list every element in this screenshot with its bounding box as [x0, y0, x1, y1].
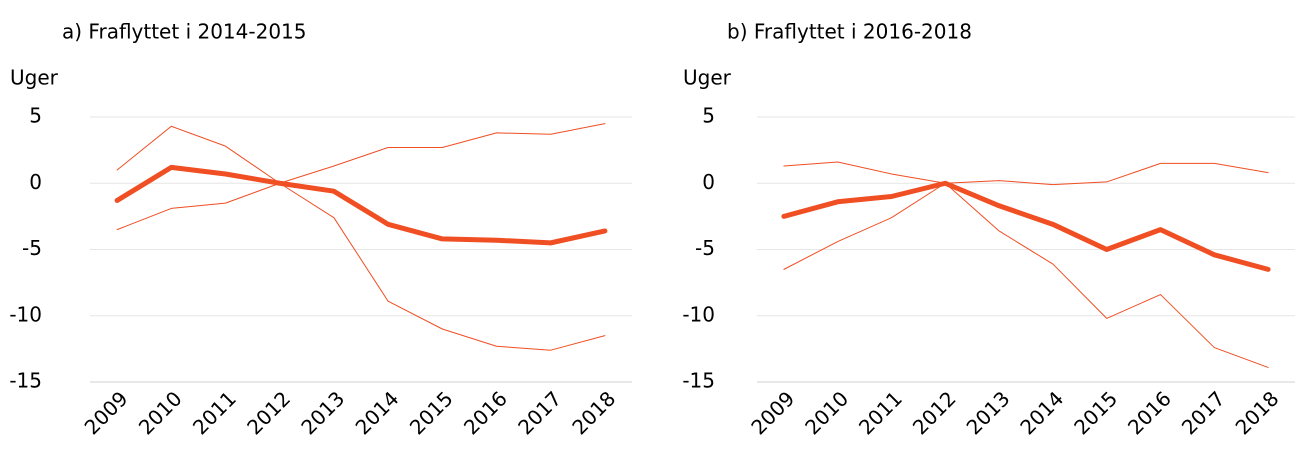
interval-line — [116, 182, 606, 351]
x-tick-label: 2017 — [1177, 386, 1230, 439]
x-tick-label: 2012 — [242, 386, 295, 439]
x-tick-label: 2018 — [567, 386, 620, 439]
x-tick-label: 2010 — [134, 386, 187, 439]
x-tick-label: 2015 — [405, 386, 458, 439]
y-tick-label: -5 — [695, 236, 715, 260]
y-tick-label: 5 — [29, 104, 42, 128]
y-tick-label: -10 — [682, 302, 715, 326]
y-axis-label: Uger — [683, 66, 732, 90]
x-tick-label: 2009 — [80, 386, 133, 439]
y-tick-label: 0 — [29, 170, 42, 194]
interval-line — [116, 123, 606, 184]
x-tick-label: 2014 — [351, 386, 404, 439]
y-tick-label: -10 — [9, 302, 42, 326]
y-tick-label: -15 — [682, 369, 715, 393]
x-tick-label: 2011 — [188, 386, 241, 439]
estimate-line — [781, 180, 1271, 272]
x-tick-label: 2015 — [1069, 386, 1122, 439]
x-tick-label: 2014 — [1015, 386, 1068, 439]
chart-title: a) Fraflyttet i 2014-2015 — [62, 20, 307, 44]
x-tick-label: 2012 — [908, 386, 961, 439]
y-axis-label: Uger — [10, 66, 59, 90]
x-tick-label: 2018 — [1231, 386, 1284, 439]
x-tick-label: 2011 — [854, 386, 907, 439]
x-tick-label: 2009 — [746, 386, 799, 439]
interval-line — [783, 161, 1269, 186]
interval-line — [783, 182, 1269, 368]
x-tick-label: 2013 — [296, 386, 349, 439]
chart-title: b) Fraflyttet i 2016-2018 — [727, 20, 972, 44]
x-tick-label: 2016 — [459, 386, 512, 439]
y-tick-label: 0 — [702, 170, 715, 194]
x-tick-label: 2013 — [962, 386, 1015, 439]
estimate-line — [114, 164, 608, 246]
y-tick-label: -5 — [22, 236, 42, 260]
x-tick-label: 2016 — [1123, 386, 1176, 439]
y-tick-label: 5 — [702, 104, 715, 128]
y-tick-label: -15 — [9, 369, 42, 393]
x-tick-label: 2017 — [513, 386, 566, 439]
x-tick-label: 2010 — [800, 386, 853, 439]
